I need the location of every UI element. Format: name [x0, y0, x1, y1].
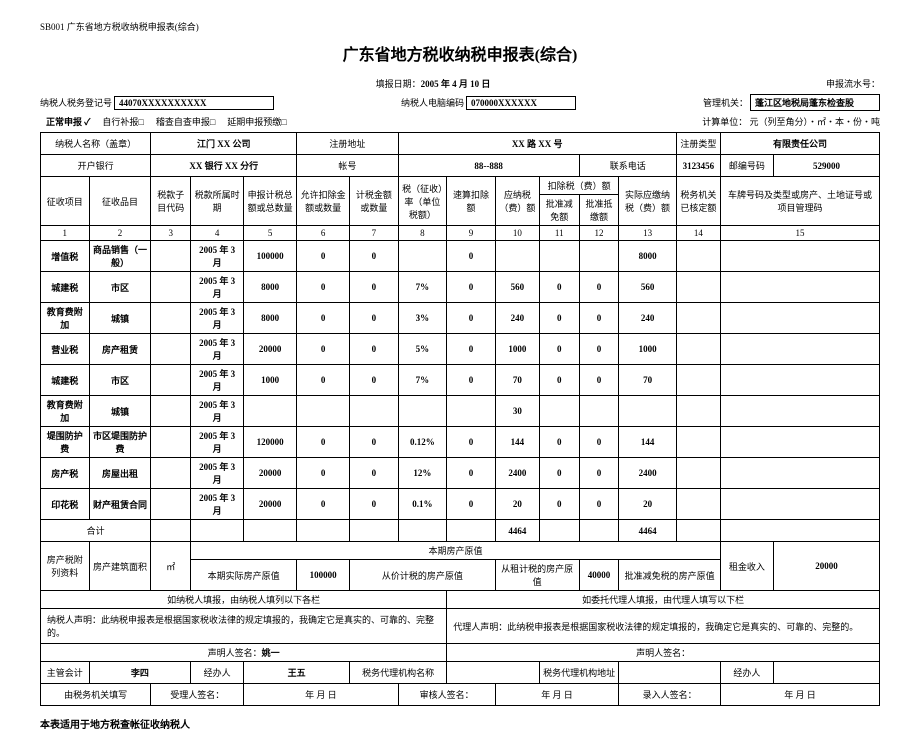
table-row: 印花税财产租赁合同2005 年 3 月20000000.1%0200020: [41, 489, 880, 520]
agent-sign: 声明人签名：: [447, 644, 880, 662]
chief-acc: 李四: [89, 662, 191, 684]
hdr-name-label: 纳税人名称（盖章）: [41, 133, 151, 155]
agent-fill-hdr: 如委托代理人填报，由代理人填写以下栏: [447, 591, 880, 609]
table-row: 房产税房屋出租2005 年 3 月200000012%02400002400: [41, 458, 880, 489]
agent-addr-label: 税务代理机构地址: [539, 662, 618, 684]
total-13: 4464: [619, 520, 676, 542]
authority-label: 由税务机关填写: [41, 684, 151, 706]
col-14: 税务机关已核定额: [676, 177, 720, 226]
col-6: 允许扣除金额或数量: [297, 177, 350, 226]
date-3: 年 月 日: [720, 684, 879, 706]
self-stmt: 纳税人声明：此纳税申报表是根据国家税收法律的规定填报的，我确定它是真实的、可靠的…: [41, 609, 447, 644]
hdr-bank-label: 开户银行: [41, 155, 151, 177]
fill-date: 2005 年 4 月 10 日: [421, 77, 491, 90]
col-13: 实际应缴纳税（费）额: [619, 177, 676, 226]
total-10: 4464: [495, 520, 539, 542]
hdr-phone: 3123456: [676, 155, 720, 177]
hdr-zip-label: 邮编号码: [720, 155, 773, 177]
main-table: 纳税人名称（盖章） 江门 XX 公司 注册地址 XX 路 XX 号 注册类型 有…: [40, 132, 880, 706]
hdr-addr-label: 注册地址: [297, 133, 399, 155]
table-row: 堤围防护费市区堤围防护费2005 年 3 月120000000.12%01440…: [41, 427, 880, 458]
col-7: 计税金额或数量: [350, 177, 399, 226]
table-row: 教育费附加城镇2005 年 3 月30: [41, 396, 880, 427]
col-11: 批准减免额: [539, 195, 579, 226]
prop-rent-income-label: 租金收入: [720, 542, 773, 591]
taxpayer-code-label: 纳税人电脑编码: [401, 96, 464, 109]
prop-attach-label: 房产税附列资料: [41, 542, 90, 591]
agent-handler-label: 经办人: [720, 662, 773, 684]
normal-decl: 正常申报 ✓: [40, 115, 96, 128]
prop-actual-label: 本期实际房产原值: [191, 560, 297, 591]
admin: 蓬江区地税局蓬东检查股: [750, 94, 880, 111]
table-row: 城建税市区2005 年 3 月8000007%056000560: [41, 272, 880, 303]
taxpayer-reg: 44070XXXXXXXXXX: [114, 96, 274, 110]
handler: 王五: [244, 662, 350, 684]
form-code: SB001 广东省地方税收纳税申报表(综合): [40, 20, 880, 33]
table-row: 教育费附加城镇2005 年 3 月8000003%024000240: [41, 303, 880, 334]
prop-area-label: 房产建筑面积: [89, 542, 151, 591]
hdr-addr: XX 路 XX 号: [398, 133, 676, 155]
col-4: 税款所属时期: [191, 177, 244, 226]
hdr-zip: 529000: [773, 155, 879, 177]
defer-decl: 延期申报预缴□: [221, 115, 292, 128]
hdr-name: 江门 XX 公司: [151, 133, 297, 155]
col-9: 速算扣除额: [447, 177, 496, 226]
table-row: 营业税房产租赁2005 年 3 月20000005%01000001000: [41, 334, 880, 365]
chief-acc-label: 主管会计: [41, 662, 90, 684]
self-fill-hdr: 如纳税人填报，由纳税人填列以下各栏: [41, 591, 447, 609]
auditor-label: 审核人签名：: [398, 684, 495, 706]
col-2: 征收品目: [89, 177, 151, 226]
handler-label: 经办人: [191, 662, 244, 684]
col-12: 批准抵缴额: [579, 195, 619, 226]
col-5: 申报计税总额或总数量: [244, 177, 297, 226]
footnote: 本表适用于地方税查帐征收纳税人: [40, 716, 880, 731]
col-10: 应纳税（费）额: [495, 177, 539, 226]
col-1: 征收项目: [41, 177, 90, 226]
self-sign: 声明人签名：姚一: [41, 644, 447, 662]
admin-label: 管理机关：: [703, 96, 748, 109]
table-row: 城建税市区2005 年 3 月1000007%0700070: [41, 365, 880, 396]
table-row: 增值税商品销售（一般）2005 年 3 月1000000008000: [41, 241, 880, 272]
date-2: 年 月 日: [495, 684, 619, 706]
prop-unit: ㎡: [151, 542, 191, 591]
agent-org-label: 税务代理机构名称: [350, 662, 447, 684]
taxpayer-code: 070000XXXXXX: [466, 96, 576, 110]
hdr-bank: XX 银行 XX 分行: [151, 155, 297, 177]
total-label: 合计: [41, 520, 151, 542]
prop-rent-orig-label: 从租计税的房产原值: [495, 560, 579, 591]
col-8: 税（征收）率（单位税额）: [398, 177, 447, 226]
entry-label: 录入人签名：: [619, 684, 721, 706]
hdr-acct: 88--888: [398, 155, 579, 177]
hdr-regtype-label: 注册类型: [676, 133, 720, 155]
date-1: 年 月 日: [244, 684, 399, 706]
col-3: 税款子目代码: [151, 177, 191, 226]
taxpayer-reg-label: 纳税人税务登记号: [40, 96, 112, 109]
prop-origval-label: 本期房产原值: [191, 542, 721, 560]
prop-rent-orig: 40000: [579, 560, 619, 591]
prop-taxable-label: 从价计税的房产原值: [350, 560, 496, 591]
unit-label: 计算单位： 元（列至角分）・㎡・本・份・吨: [702, 115, 880, 128]
form-title: 广东省地方税收纳税申报表(综合): [40, 41, 880, 65]
col-11t: 扣除税（费）额: [539, 177, 618, 195]
col-15: 车牌号码及类型或房产、土地证号或项目管理码: [720, 177, 879, 226]
audit-decl: 稽查自查申报□: [150, 115, 221, 128]
numrow: 1234 5678 9101112 131415: [41, 226, 880, 241]
prop-rent-income: 20000: [773, 542, 879, 591]
hdr-acct-label: 帐号: [297, 155, 399, 177]
prop-actual: 100000: [297, 560, 350, 591]
receiver-label: 受理人签名：: [151, 684, 244, 706]
agent-stmt: 代理人声明：此纳税申报表是根据国家税收法律的规定填报的，我确定它是真实的、可靠的…: [447, 609, 880, 644]
hdr-regtype: 有限责任公司: [720, 133, 879, 155]
serial-label: 申报流水号：: [826, 77, 880, 90]
hdr-phone-label: 联系电话: [579, 155, 676, 177]
prop-exempt-label: 批准减免税的房产原值: [619, 560, 721, 591]
self-decl: 自行补报□: [96, 115, 149, 128]
fill-date-label: 填报日期：: [376, 77, 421, 90]
